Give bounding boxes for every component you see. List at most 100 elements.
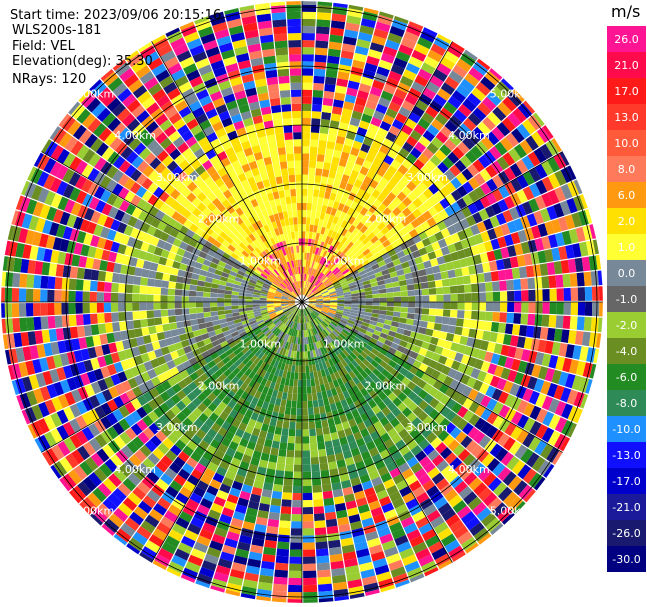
range-gate — [293, 307, 298, 314]
range-gate — [256, 375, 264, 385]
range-gate — [326, 389, 333, 398]
range-gate — [259, 305, 268, 309]
range-gate — [186, 181, 198, 192]
range-gate — [288, 303, 296, 307]
range-gate — [267, 275, 275, 282]
range-gate — [399, 285, 408, 292]
range-gate — [302, 174, 309, 182]
range-gate — [399, 340, 408, 348]
range-gate — [233, 280, 242, 286]
range-gate — [62, 327, 72, 340]
range-gate — [191, 324, 200, 332]
range-gate — [516, 254, 526, 267]
range-gate — [252, 115, 263, 125]
range-gate — [381, 343, 391, 352]
range-gate — [325, 243, 331, 252]
range-gate — [122, 477, 137, 492]
range-gate — [262, 386, 270, 395]
range-gate — [282, 307, 290, 311]
range-gate — [277, 68, 290, 77]
range-gate — [314, 247, 320, 255]
range-gate — [208, 53, 223, 65]
range-gate — [193, 217, 203, 228]
range-gate — [405, 498, 419, 510]
range-gate — [339, 436, 348, 446]
range-gate — [151, 63, 167, 77]
range-gate — [395, 372, 406, 382]
range-gate — [277, 312, 285, 318]
range-gate — [241, 239, 250, 247]
range-gate — [244, 447, 254, 457]
range-gate — [307, 306, 314, 311]
range-gate — [179, 21, 195, 31]
range-gate — [244, 514, 257, 524]
range-gate — [320, 469, 330, 478]
range-gate — [271, 282, 279, 288]
range-gate — [381, 406, 392, 417]
range-gate — [308, 299, 316, 301]
range-gate — [408, 296, 416, 302]
range-gate — [327, 55, 340, 65]
range-gate — [368, 372, 378, 381]
range-gate — [164, 184, 176, 196]
range-gate — [369, 337, 378, 345]
range-gate — [405, 222, 415, 233]
range-gate — [482, 96, 497, 111]
range-gate — [93, 368, 104, 381]
range-gate — [302, 507, 314, 515]
range-gate — [500, 78, 514, 91]
range-gate — [326, 261, 334, 269]
range-gate — [293, 350, 297, 359]
range-gate — [329, 403, 338, 412]
range-gate — [257, 244, 265, 253]
range-gate — [313, 75, 325, 84]
range-gate — [514, 243, 524, 256]
range-gate — [417, 193, 429, 204]
range-gate — [447, 95, 462, 109]
range-gate — [333, 416, 342, 425]
range-gate — [467, 426, 480, 440]
range-gate — [357, 354, 366, 362]
range-gate — [38, 233, 49, 248]
range-gate — [57, 196, 69, 211]
range-gate — [183, 375, 194, 386]
range-gate — [585, 240, 596, 256]
range-gate — [284, 464, 294, 472]
range-gate — [322, 97, 334, 107]
range-gate — [291, 328, 295, 337]
range-gate — [322, 276, 329, 283]
range-gate — [426, 485, 440, 498]
range-gate — [384, 364, 394, 373]
range-gate — [543, 463, 555, 478]
range-gate — [324, 328, 331, 335]
range-gate — [333, 282, 341, 288]
range-gate — [314, 307, 322, 312]
range-gate — [309, 260, 313, 268]
range-gate — [308, 297, 316, 301]
range-gate — [396, 412, 407, 423]
range-gate — [387, 266, 397, 274]
range-gate — [375, 340, 385, 348]
range-gate — [462, 194, 474, 206]
range-gate — [336, 305, 345, 309]
range-gate — [547, 430, 561, 447]
range-gate — [36, 171, 50, 187]
range-gate — [279, 347, 285, 355]
range-gate — [271, 490, 283, 500]
range-gate — [261, 286, 269, 292]
range-gate — [150, 126, 164, 139]
range-gate — [485, 311, 493, 322]
range-gate — [592, 239, 599, 255]
range-gate — [411, 250, 421, 259]
range-gate — [139, 71, 155, 85]
range-gate — [296, 322, 299, 330]
range-gate — [406, 313, 415, 320]
range-gate — [390, 64, 405, 76]
range-gate — [324, 440, 333, 449]
range-gate — [427, 420, 439, 432]
range-gate — [357, 266, 365, 273]
range-gate — [294, 322, 298, 330]
range-gate — [479, 382, 490, 395]
range-gate — [53, 461, 68, 477]
range-gate — [263, 328, 271, 336]
